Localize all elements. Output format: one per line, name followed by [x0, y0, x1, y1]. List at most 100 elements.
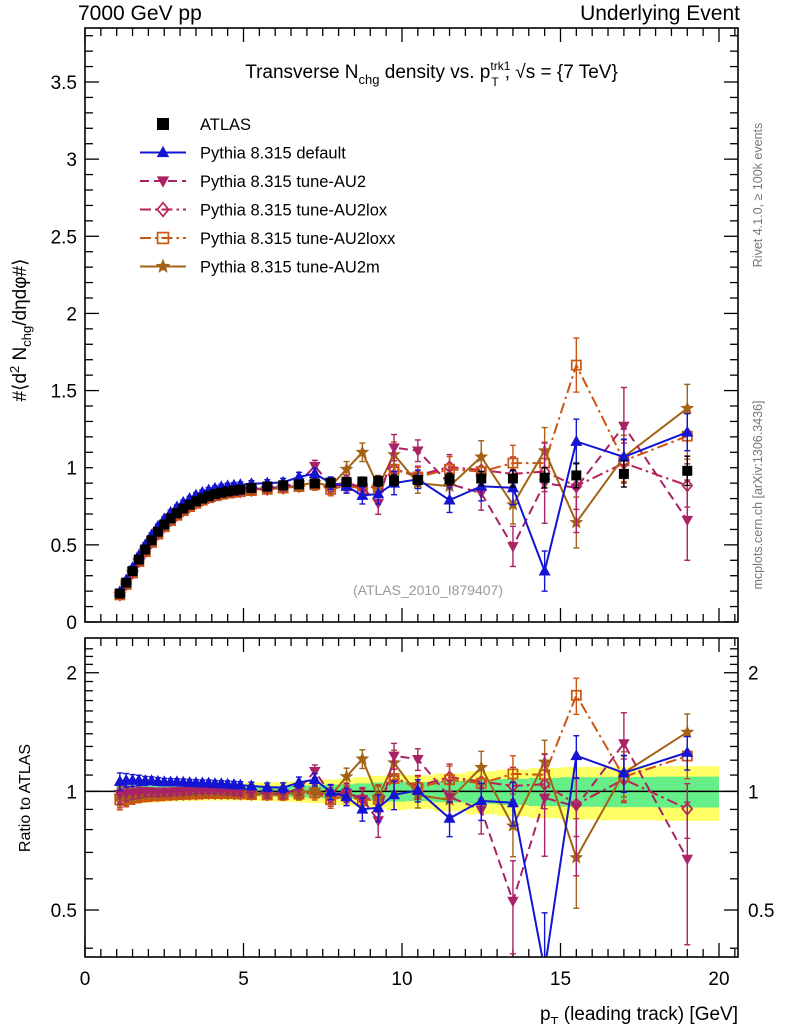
- legend-item-au2m[interactable]: Pythia 8.315 tune-AU2m: [140, 259, 380, 277]
- svg-text:#⟨d2 Nchg/dηdφ#⟩: #⟨d2 Nchg/dηdφ#⟩: [7, 258, 34, 401]
- point-atlas: [178, 503, 189, 514]
- point-au2m: [680, 724, 695, 739]
- point-atlas: [228, 485, 239, 496]
- point-atlas: [133, 554, 144, 565]
- series-au2-ratio: [114, 712, 694, 955]
- point-default: [539, 963, 551, 974]
- legend-label-au2loxx: Pythia 8.315 tune-AU2loxx: [200, 230, 396, 248]
- point-atlas: [444, 474, 455, 485]
- point-au2: [618, 739, 630, 750]
- point-atlas: [203, 491, 214, 502]
- y-tick-label: 1.5: [51, 382, 77, 403]
- legend-item-default[interactable]: Pythia 8.315 default: [140, 145, 346, 163]
- point-au2m: [307, 782, 322, 796]
- point-au2: [618, 421, 630, 433]
- point-au2: [538, 793, 551, 805]
- x-tick-label: 15: [550, 969, 571, 990]
- point-atlas: [571, 470, 582, 481]
- point-atlas: [222, 486, 233, 497]
- series-line: [119, 693, 688, 802]
- point-au2: [507, 896, 519, 908]
- series-default-ratio: [113, 735, 694, 974]
- point-default: [570, 434, 583, 446]
- point-atlas: [165, 513, 176, 524]
- point-atlas: [209, 489, 220, 500]
- legend-marker-au2loxx: [156, 231, 170, 245]
- point-au2: [412, 446, 424, 457]
- point-default: [356, 802, 369, 814]
- y-tick-label: 1: [66, 459, 77, 480]
- point-au2m: [474, 449, 489, 463]
- point-atlas: [357, 476, 368, 487]
- series-line: [119, 424, 689, 595]
- y-tick-label: 2: [66, 304, 77, 325]
- x-tick-label: 10: [391, 969, 412, 990]
- point-default: [617, 450, 630, 462]
- point-default: [475, 794, 488, 806]
- x-tick-label: 0: [80, 969, 91, 990]
- x-axis-label: pT (leading track) [GeV]: [540, 1004, 738, 1024]
- point-au2m: [680, 401, 695, 415]
- point-atlas: [262, 481, 273, 492]
- point-atlas: [309, 478, 320, 489]
- y-tick-label: 0.5: [51, 536, 77, 557]
- point-default: [308, 467, 321, 478]
- series-line: [119, 362, 688, 596]
- point-default: [538, 564, 551, 576]
- point-atlas: [325, 477, 336, 488]
- x-tick-label: 20: [708, 969, 729, 990]
- point-atlas: [121, 577, 132, 588]
- legend-item-atlas[interactable]: ATLAS: [157, 116, 251, 134]
- point-atlas: [618, 468, 629, 479]
- analysis-watermark: (ATLAS_2010_I879407): [353, 582, 503, 598]
- legend-label-au2: Pythia 8.315 tune-AU2: [200, 173, 366, 191]
- series-line: [118, 431, 688, 593]
- ratio-y-tick-label: 2: [66, 664, 77, 685]
- point-atlas: [278, 480, 289, 491]
- point-atlas: [235, 484, 246, 495]
- legend-item-au2lox[interactable]: Pythia 8.315 tune-AU2lox: [140, 201, 388, 220]
- plot-title: Transverse Nchg density vs. ptrk1 T, √s =…: [245, 59, 618, 89]
- point-default: [292, 775, 305, 787]
- point-atlas: [293, 479, 304, 490]
- ratio-y-tick-label: 0.5: [51, 901, 77, 922]
- point-atlas: [127, 566, 138, 577]
- point-atlas: [341, 476, 352, 487]
- point-au2: [388, 751, 400, 763]
- series-atlas: [114, 455, 693, 599]
- point-atlas: [373, 476, 384, 487]
- point-default: [506, 796, 519, 808]
- legend-item-au2loxx[interactable]: Pythia 8.315 tune-AU2loxx: [140, 230, 396, 248]
- point-default: [340, 790, 353, 802]
- point-default: [308, 773, 321, 785]
- point-default: [681, 425, 694, 437]
- ratio-y-axis-label: Ratio to ATLAS: [17, 744, 34, 852]
- point-au2loxx: [570, 689, 582, 701]
- series-au2loxx: [114, 337, 693, 601]
- legend-label-au2lox: Pythia 8.315 tune-AU2lox: [200, 202, 388, 220]
- point-default: [324, 785, 337, 797]
- header-left: 7000 GeV pp: [78, 2, 202, 25]
- point-atlas: [216, 487, 227, 498]
- main-y-axis-label: #⟨d2 Nchg/dηdφ#⟩: [7, 258, 34, 401]
- series-line: [119, 462, 688, 596]
- point-au2m: [355, 751, 370, 765]
- legend-item-au2[interactable]: Pythia 8.315 tune-AU2: [140, 173, 366, 191]
- point-atlas: [197, 493, 208, 504]
- point-default: [617, 766, 630, 778]
- svg-text:Ratio to ATLAS: Ratio to ATLAS: [17, 744, 34, 852]
- point-atlas: [140, 544, 151, 555]
- side-text-rivet: Rivet 4.1.0, ≥ 100k events: [751, 123, 765, 267]
- point-au2: [245, 788, 258, 800]
- point-default: [443, 811, 456, 823]
- side-text-mcplots: mcplots.cern.ch [arXiv:1306.3436]: [751, 401, 765, 590]
- legend-marker-au2lox: [156, 201, 170, 218]
- legend-marker-atlas: [157, 118, 169, 130]
- y-tick-label: 0: [66, 613, 77, 634]
- point-au2: [388, 443, 400, 454]
- point-au2: [443, 792, 456, 804]
- point-default: [443, 493, 456, 505]
- point-au2: [681, 515, 694, 527]
